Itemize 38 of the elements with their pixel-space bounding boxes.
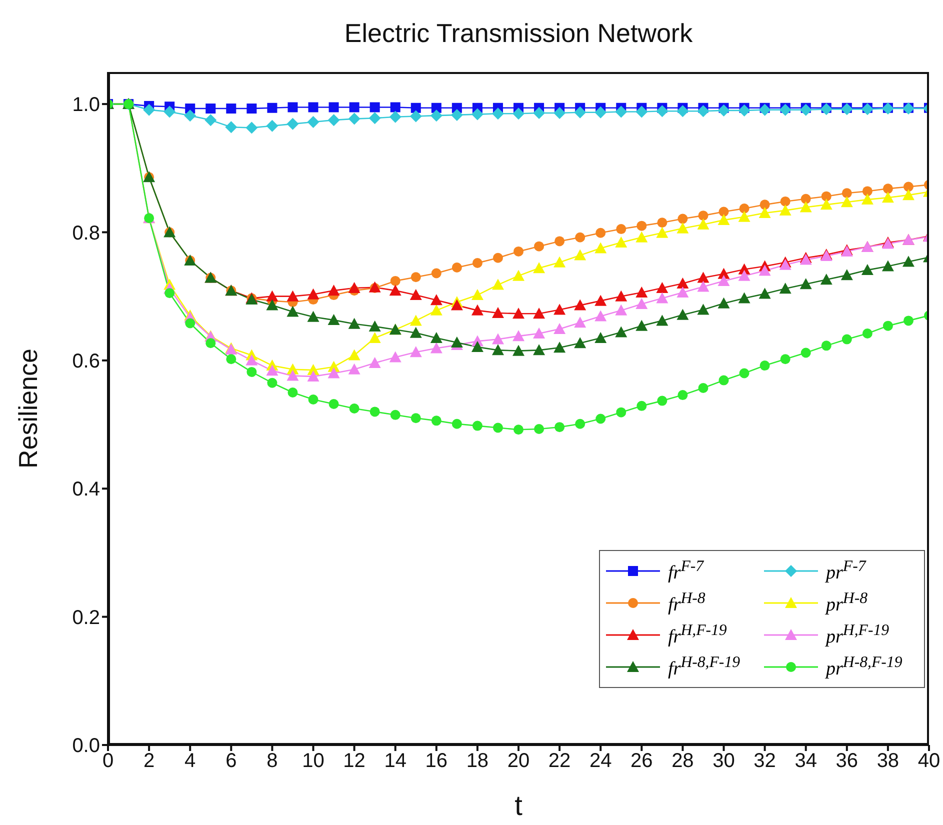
legend-label: fr$^{H,F-19}$: [668, 622, 727, 648]
legend-label: pr$^{F-7}$: [826, 558, 866, 584]
x-tick-label: 36: [836, 750, 858, 772]
x-tick-label: 24: [589, 750, 612, 772]
x-tick-label: 2: [143, 750, 155, 772]
y-axis-title: Resilience: [13, 348, 44, 468]
y-tick-label: 1.0: [72, 94, 100, 116]
x-tick-label: 10: [302, 750, 324, 772]
x-tick-label: 26: [630, 750, 653, 772]
x-tick-label: 38: [876, 750, 900, 772]
x-tick-label: 40: [918, 750, 940, 772]
chart-title: Electric Transmission Network: [343, 18, 694, 49]
x-tick-label: 8: [266, 750, 278, 772]
legend-label: pr$^{H,F-19}$: [826, 622, 890, 648]
x-tick-label: 16: [425, 750, 448, 772]
x-tick-label: 18: [466, 750, 489, 772]
x-tick-label: 14: [384, 750, 406, 772]
legend-label: fr$^{H-8,F-19}$: [668, 654, 740, 680]
x-tick-label: 12: [343, 750, 366, 772]
y-tick-label: 0.8: [72, 222, 100, 244]
x-tick-label: 30: [712, 750, 735, 772]
y-tick-label: 0.0: [72, 735, 100, 758]
x-tick-label: 32: [754, 750, 776, 772]
y-tick-label: 0.2: [72, 606, 100, 629]
x-axis-title: t: [514, 790, 523, 821]
legend-label: fr$^{F-7}$: [668, 558, 704, 584]
x-tick-label: 28: [672, 750, 694, 772]
legend-label: pr$^{H-8}$: [826, 590, 868, 616]
y-tick-label: 0.4: [72, 478, 100, 501]
legend-label: fr$^{H-8}$: [668, 590, 706, 616]
x-tick-label: 22: [548, 750, 571, 772]
x-tick-label: 4: [184, 750, 196, 772]
y-tick-label: 0.6: [72, 350, 100, 373]
x-tick-label: 20: [507, 750, 530, 772]
x-tick-label: 6: [226, 750, 237, 772]
legend-label: pr$^{H-8,F-19}$: [826, 654, 902, 680]
x-tick-label: 34: [794, 750, 817, 772]
x-tick-label: 0: [102, 750, 114, 772]
